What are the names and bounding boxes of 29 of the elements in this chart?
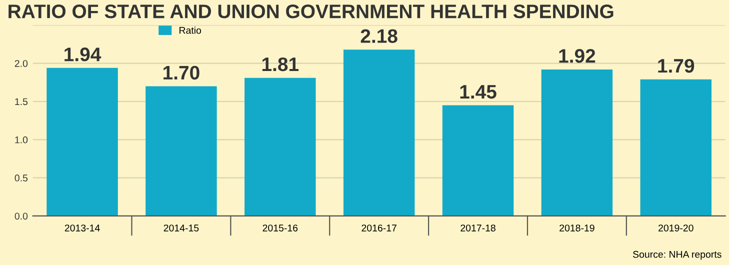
text: 1.94 — [64, 48, 102, 62]
legend-label: Ratio — [180, 26, 202, 34]
x-tick-label: 2015-16 — [262, 224, 298, 232]
y-tick-label: 2.0 — [14, 60, 28, 67]
x-tick-label: 2019-20 — [658, 224, 694, 232]
x-tick-label: 2013-14 — [64, 224, 100, 232]
bar — [146, 86, 217, 216]
x-tick-label: 2016-17 — [362, 224, 396, 232]
y-tick-label: 1.5 — [15, 98, 28, 106]
y-tick-label: 0.0 — [14, 212, 28, 220]
x-tick-label: 2014-15 — [164, 224, 199, 232]
bar — [244, 78, 316, 216]
y-tick-label: 1.0 — [15, 136, 28, 144]
source-note: Source: NHA reports — [633, 250, 722, 260]
bar — [541, 69, 613, 216]
bar — [46, 68, 118, 216]
text: 1.81 — [262, 57, 299, 72]
x-tick-label: 2017-18 — [460, 224, 496, 232]
bar — [442, 105, 514, 216]
text: 1.45 — [460, 85, 496, 99]
bar — [640, 79, 712, 216]
chart-title: RATIO OF STATE AND UNION GOVERNMENT HEALTH SPENDING — [8, 4, 614, 18]
text: 1.79 — [658, 58, 694, 73]
bar — [343, 50, 415, 216]
y-tick-label: 0.5 — [14, 174, 28, 182]
text: 1.70 — [164, 66, 200, 80]
text: 2.18 — [360, 29, 398, 43]
x-tick-label: 2018-19 — [560, 224, 594, 232]
text: 1.92 — [559, 49, 596, 63]
